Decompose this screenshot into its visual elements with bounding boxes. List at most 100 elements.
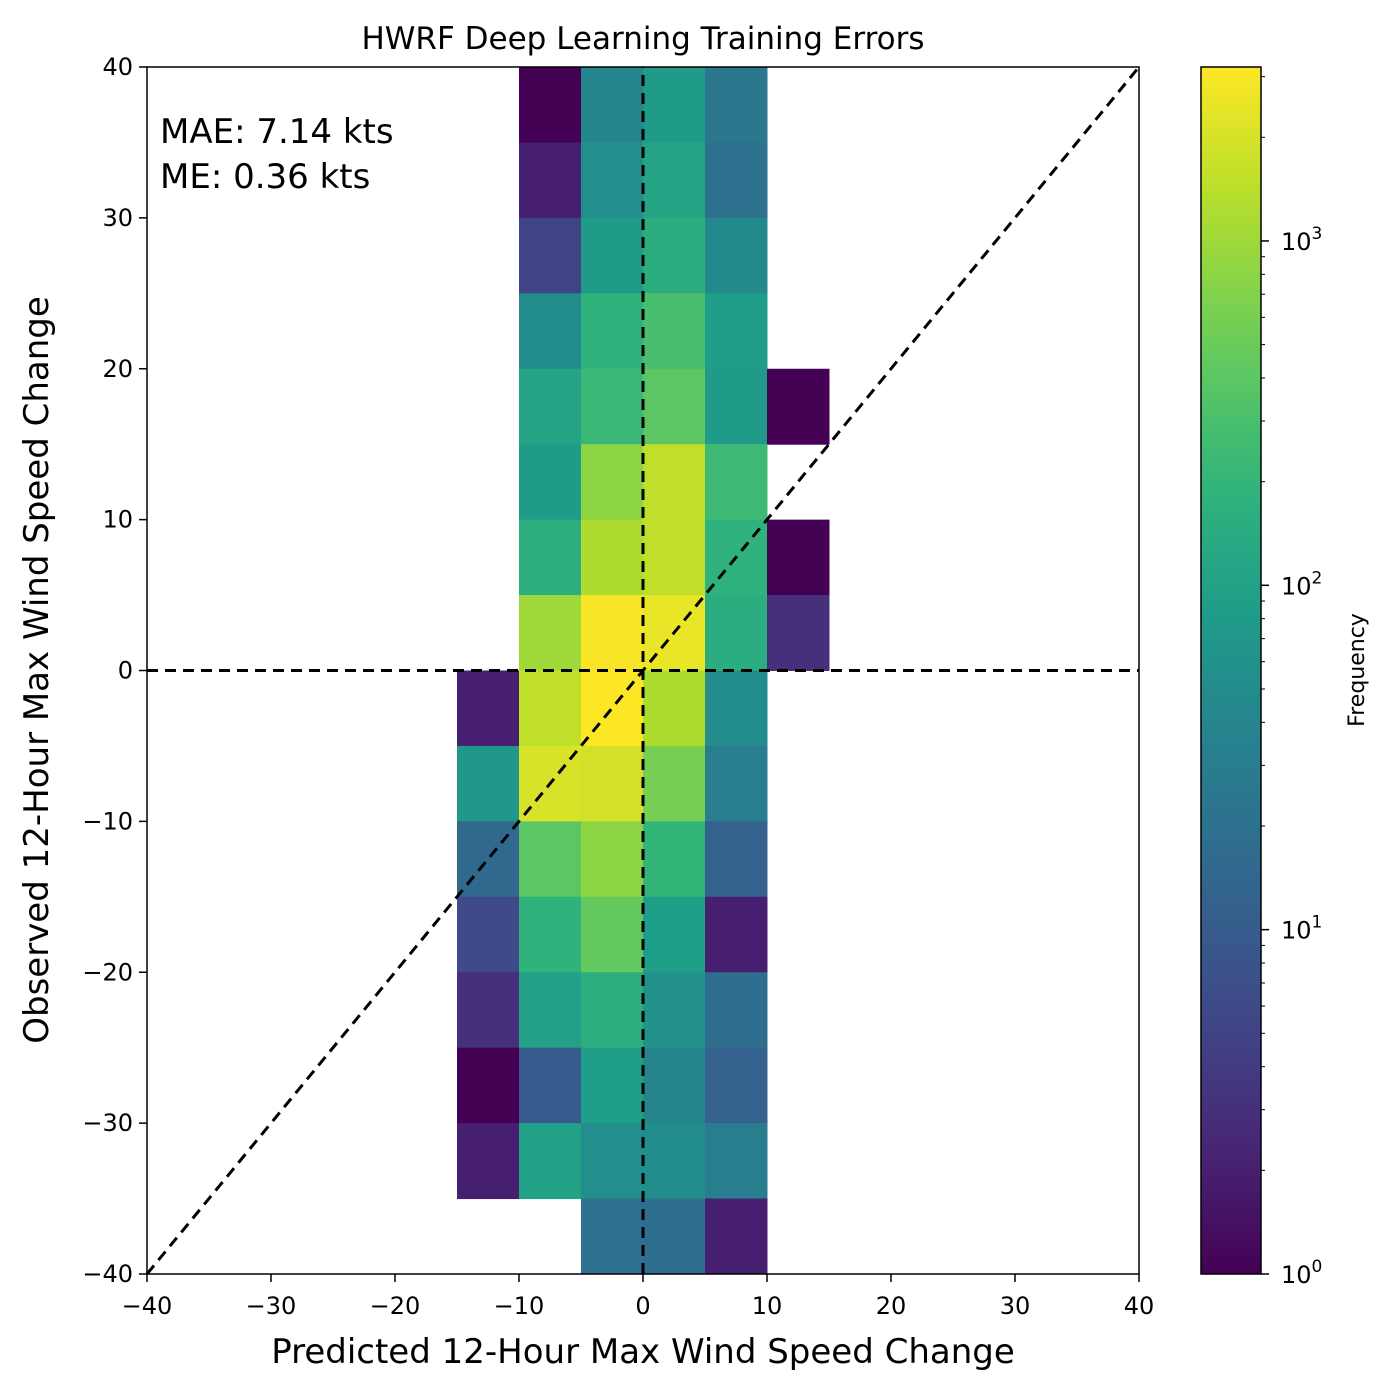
colorbar-tick-label: 101: [1281, 913, 1322, 945]
heatmap-cells: [457, 67, 830, 1275]
heatmap-cell: [457, 821, 520, 898]
x-axis-label: Predicted 12-Hour Max Wind Speed Change: [271, 1332, 1015, 1372]
reference-lines: [145, 66, 1141, 1275]
heatmap-cell: [519, 1123, 582, 1200]
heatmap-cell: [457, 1047, 520, 1124]
heatmap-cell: [457, 896, 520, 973]
y-tick-label: 20: [102, 355, 133, 383]
heatmap-cell: [705, 972, 768, 1049]
heatmap-cell: [519, 293, 582, 370]
heatmap-cell: [705, 670, 768, 747]
x-axis-ticks: −40 −30 −20 −10 0 10 20 30 40: [122, 1274, 1155, 1320]
heatmap-cell: [519, 896, 582, 973]
heatmap-cell: [581, 293, 644, 370]
me-annotation: ME: 0.36 kts: [160, 157, 370, 197]
y-tick-label: −20: [82, 958, 133, 986]
x-tick-label: 40: [1124, 1292, 1155, 1320]
heatmap-cell: [705, 444, 768, 521]
heatmap-cell: [705, 896, 768, 973]
heatmap-cell: [519, 972, 582, 1049]
heatmap-cell: [519, 821, 582, 898]
heatmap-cell: [581, 67, 644, 143]
colorbar-tick-label: 103: [1281, 224, 1322, 256]
heatmap-cell: [457, 745, 520, 822]
heatmap-cell: [643, 142, 706, 219]
heatmap-cell: [581, 1123, 644, 1200]
x-tick-label: 30: [1000, 1292, 1031, 1320]
heatmap-cell: [519, 217, 582, 294]
mae-annotation: MAE: 7.14 kts: [160, 112, 394, 152]
y-tick-label: 10: [102, 506, 133, 534]
heatmap-cell: [643, 896, 706, 973]
heatmap-cell: [519, 142, 582, 219]
heatmap-cell: [767, 368, 830, 445]
heatmap-cell: [457, 670, 520, 747]
y-tick-label: −30: [82, 1109, 133, 1137]
heatmap-cell: [643, 1123, 706, 1200]
heatmap-cell: [643, 745, 706, 822]
heatmap-cell: [643, 519, 706, 596]
colorbar: 100 101 102 103 Frequency: [1200, 66, 1370, 1289]
x-tick-label: −20: [370, 1292, 421, 1320]
heatmap-cell: [519, 1047, 582, 1124]
heatmap-cell: [519, 595, 582, 671]
y-tick-label: 30: [102, 204, 133, 232]
heatmap-cell: [705, 142, 768, 219]
heatmap-cell: [581, 368, 644, 445]
x-tick-label: −30: [246, 1292, 297, 1320]
heatmap-cell: [581, 595, 644, 671]
heatmap-cell: [705, 595, 768, 671]
heatmap-cell: [643, 217, 706, 294]
y-tick-label: 0: [118, 657, 133, 685]
colorbar-frame: [1200, 66, 1262, 1275]
y-axis-label: Observed 12-Hour Max Wind Speed Change: [17, 296, 57, 1044]
colorbar-tick-label: 102: [1281, 568, 1322, 600]
heatmap-cell: [705, 293, 768, 370]
heatmap-cell: [643, 1198, 706, 1275]
y-tick-label: −40: [82, 1260, 133, 1288]
y-tick-label: 40: [102, 53, 133, 81]
heatmap-cell: [643, 1047, 706, 1124]
x-tick-label: 0: [635, 1292, 650, 1320]
heatmap-cell: [705, 1123, 768, 1200]
heatmap-cell: [705, 67, 768, 143]
heatmap-cell: [643, 67, 706, 143]
x-tick-label: −10: [494, 1292, 545, 1320]
colorbar-gradient: [1201, 67, 1261, 1274]
heatmap-cell: [705, 1198, 768, 1275]
chart-title: HWRF Deep Learning Training Errors: [361, 21, 924, 57]
heatmap-cell: [643, 293, 706, 370]
heatmap-cell: [581, 896, 644, 973]
heatmap-cell: [705, 821, 768, 898]
heatmap-cell: [581, 1198, 644, 1275]
heatmap-cell: [643, 821, 706, 898]
heatmap-cell: [581, 821, 644, 898]
heatmap-cell: [643, 670, 706, 747]
y-tick-label: −10: [82, 807, 133, 835]
heatmap-cell: [767, 595, 830, 671]
heatmap-cell: [457, 1123, 520, 1200]
one-to-one-line: [145, 66, 1141, 1275]
colorbar-ticks: 100 101 102 103: [1261, 76, 1322, 1289]
colorbar-tick-label: 100: [1281, 1257, 1322, 1289]
heatmap-cell: [519, 519, 582, 596]
heatmap-cell: [705, 217, 768, 294]
x-tick-label: 20: [876, 1292, 907, 1320]
x-tick-label: −40: [122, 1292, 173, 1320]
heatmap-cell: [767, 519, 830, 596]
heatmap-cell: [581, 1047, 644, 1124]
x-tick-label: 10: [752, 1292, 783, 1320]
heatmap-cell: [705, 1047, 768, 1124]
heatmap-cell: [581, 972, 644, 1049]
heatmap-cell: [519, 670, 582, 747]
heatmap-cell: [581, 745, 644, 822]
heatmap-cell: [581, 142, 644, 219]
heatmap-cell: [519, 368, 582, 445]
plot-area: [145, 66, 1141, 1275]
heatmap-cell: [581, 444, 644, 521]
heatmap-cell: [705, 368, 768, 445]
heatmap-cell: [705, 745, 768, 822]
y-axis-ticks: −40 −30 −20 −10 0 10 20 30 40: [82, 53, 147, 1288]
heatmap-cell: [519, 444, 582, 521]
